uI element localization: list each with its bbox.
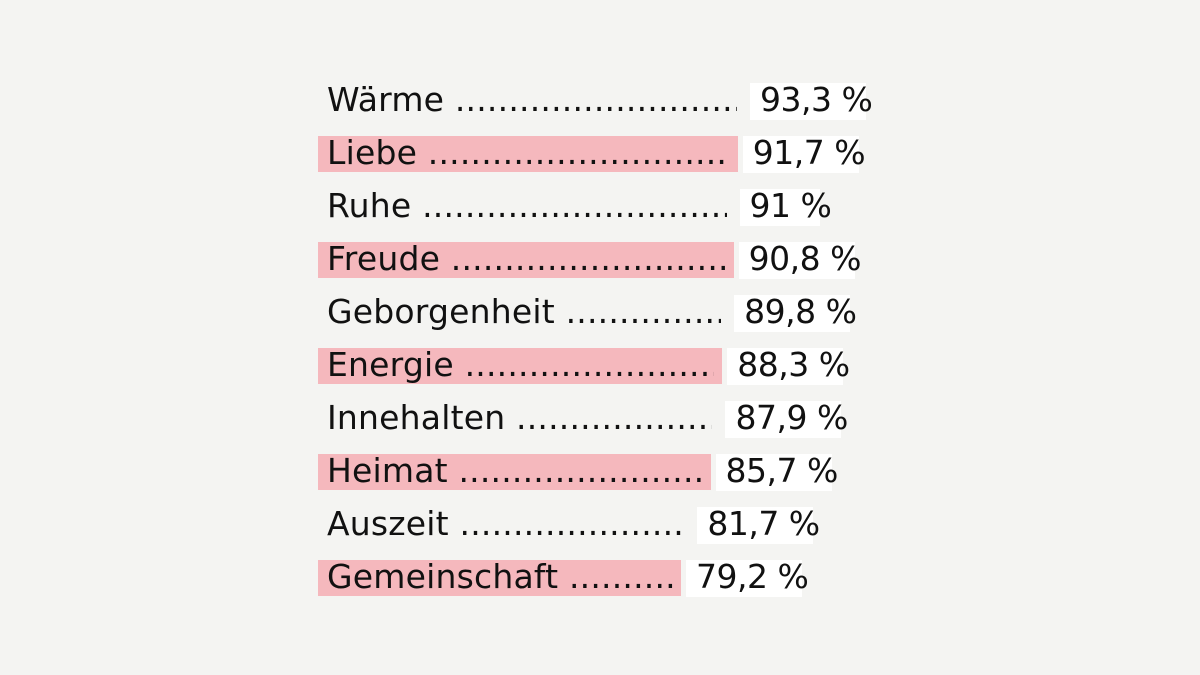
category-label: Energie ................................… xyxy=(327,345,714,384)
category-label: Innehalten .............................… xyxy=(327,398,713,437)
value-label: 91,7 % xyxy=(752,133,866,172)
row-9: Gemeinschaft ...........................… xyxy=(0,550,1200,603)
value-box xyxy=(715,454,832,491)
row-3: Freude .................................… xyxy=(0,232,1200,285)
bar-highlight xyxy=(318,560,681,596)
value-box xyxy=(734,295,851,332)
value-label: 85,7 % xyxy=(725,451,839,490)
value-label: 88,3 % xyxy=(737,345,850,384)
value-label: 91 % xyxy=(749,186,832,225)
category-label: Auszeit ................................… xyxy=(327,504,684,543)
category-label: Gemeinschaft ...........................… xyxy=(327,557,673,596)
value-label: 81,7 % xyxy=(707,504,820,543)
category-label: Heimat .................................… xyxy=(327,451,703,490)
value-label: 89,8 % xyxy=(744,292,857,331)
row-0: Wärme ..................................… xyxy=(0,73,1200,126)
value-box xyxy=(738,242,855,279)
bar-highlight xyxy=(318,242,734,278)
row-1: Liebe ..................................… xyxy=(0,126,1200,179)
value-box xyxy=(725,401,842,438)
row-5: Energie ................................… xyxy=(0,338,1200,391)
row-4: Geborgenheit ...........................… xyxy=(0,285,1200,338)
bar-highlight xyxy=(318,454,711,490)
value-box xyxy=(697,507,814,544)
value-label: 93,3 % xyxy=(760,80,873,119)
value-label: 90,8 % xyxy=(748,239,862,278)
value-label: 79,2 % xyxy=(696,557,809,596)
bar-highlight xyxy=(318,136,738,172)
row-7: Heimat .................................… xyxy=(0,444,1200,497)
row-6: Innehalten .............................… xyxy=(0,391,1200,444)
value-box xyxy=(742,136,859,173)
category-label: Wärme ..................................… xyxy=(327,80,737,119)
value-box xyxy=(727,348,844,385)
value-box xyxy=(686,560,802,597)
value-box xyxy=(750,83,866,120)
category-label: Freude .................................… xyxy=(327,239,726,278)
row-2: Ruhe ...................................… xyxy=(0,179,1200,232)
category-label: Geborgenheit ...........................… xyxy=(327,292,722,331)
row-8: Auszeit ................................… xyxy=(0,497,1200,550)
bar-highlight xyxy=(318,348,723,384)
value-box xyxy=(739,189,820,226)
value-label: 87,9 % xyxy=(735,398,848,437)
category-label: Liebe ..................................… xyxy=(327,133,730,172)
category-label: Ruhe ...................................… xyxy=(327,186,727,225)
